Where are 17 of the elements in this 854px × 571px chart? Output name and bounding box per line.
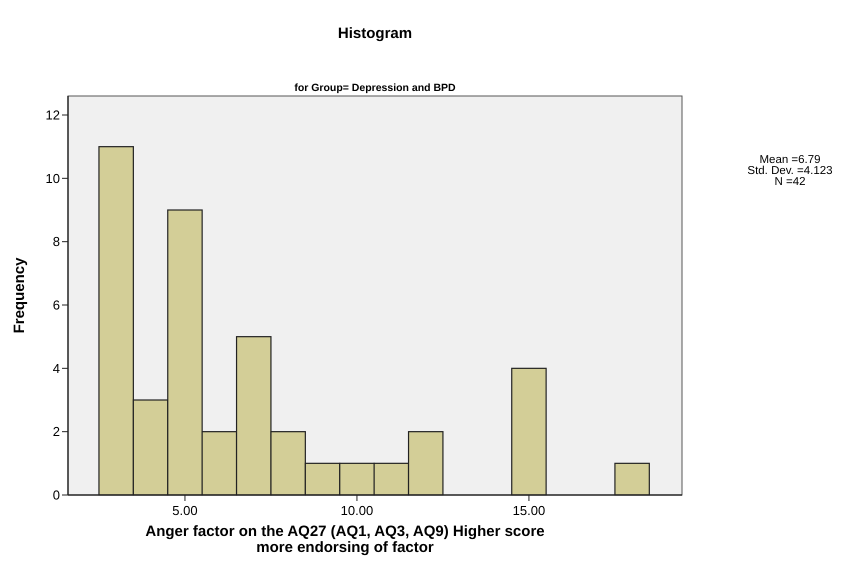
y-tick-label: 0 [52,488,60,503]
text: N =42 [774,176,806,188]
x-tick-label: 10.00 [340,503,374,518]
chart-title: Histogram [338,25,412,42]
y-tick-label: 4 [52,360,60,376]
y-tick-label: 8 [52,234,60,250]
chart-subtitle: for Group= Depression and BPD [294,82,456,94]
y-axis-title: Frequency [11,256,28,334]
x-axis-title: Anger factor on the AQ27 (AQ1, AQ3, AQ9) Higher score more endorsing of factor [145,523,545,556]
text: Std. Dev. =4.123 [747,165,833,177]
x-tick-label: 15.00 [512,503,546,518]
text: Mean =6.79 [759,154,821,166]
y-tick-label: 6 [52,298,60,313]
y-tick-label: 10 [46,170,60,186]
x-tick-label: 5.00 [172,503,198,518]
y-tick-label: 2 [52,424,60,440]
y-tick-label: 12 [46,108,60,123]
